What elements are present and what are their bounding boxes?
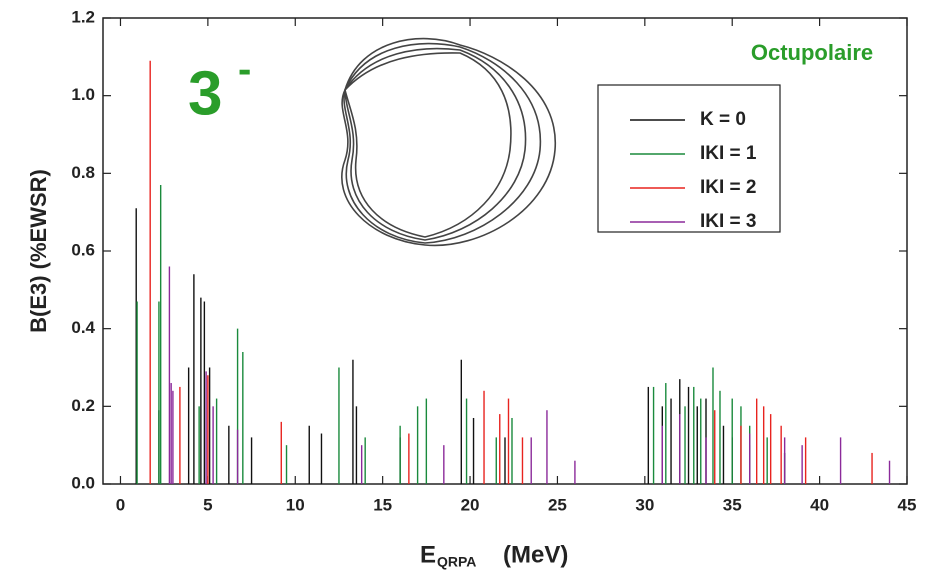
- octupole-shape: [341, 37, 556, 247]
- x-axis-label-unit: (MeV): [503, 541, 568, 568]
- big-label: 3: [188, 59, 222, 128]
- x-tick-label: 10: [286, 495, 305, 514]
- x-tick-label: 5: [203, 495, 212, 514]
- x-tick-label: 45: [898, 495, 917, 514]
- x-tick-label: 0: [116, 495, 125, 514]
- x-axis-label: E: [420, 541, 436, 568]
- plot-frame: [102, 17, 908, 485]
- legend-label: K = 0: [700, 109, 746, 130]
- x-tick-label: 15: [373, 495, 392, 514]
- y-axis-label: B(E3) (%EWSR): [26, 169, 51, 333]
- legend-label: IKI = 3: [700, 211, 757, 232]
- annotation: Octupolaire: [751, 40, 873, 65]
- y-tick-label: 1.2: [71, 7, 95, 26]
- x-tick-label: 30: [635, 495, 654, 514]
- y-tick-label: 0.8: [71, 163, 95, 182]
- y-tick-label: 0.0: [71, 473, 95, 492]
- legend-label: IKI = 1: [700, 143, 757, 164]
- legend-box: [597, 84, 781, 233]
- x-tick-label: 20: [461, 495, 480, 514]
- x-tick-label: 35: [723, 495, 742, 514]
- x-tick-label: 40: [810, 495, 829, 514]
- x-tick-label: 25: [548, 495, 567, 514]
- y-tick-label: 0.4: [71, 318, 95, 337]
- legend-label: IKI = 2: [700, 177, 757, 198]
- x-axis-label-sub: QRPA: [437, 554, 476, 570]
- big-label-sup: -: [238, 48, 251, 92]
- y-tick-label: 1.0: [71, 85, 95, 104]
- y-tick-label: 0.2: [71, 396, 95, 415]
- y-tick-label: 0.6: [71, 240, 95, 259]
